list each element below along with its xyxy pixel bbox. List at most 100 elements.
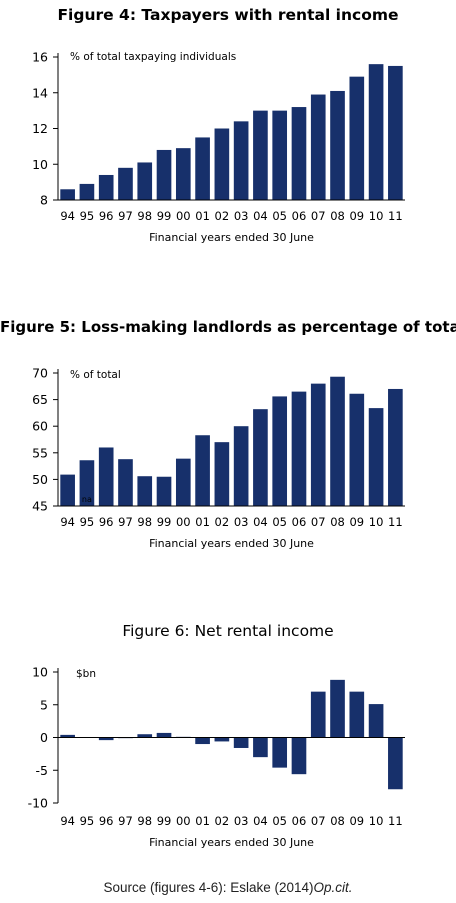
bar-03 [233,737,249,748]
y-tick-label: 0 [40,730,48,745]
x-tick-label: 96 [99,209,114,223]
unit-label: % of total [70,369,121,381]
figure-4-chart: 8 10 12 14 16 94 95 96 97 98 99 00 01 02 03 04 05 06 07 08 0… [32,50,405,244]
x-tick-label: 07 [311,515,326,529]
x-tick-label: 94 [60,814,75,828]
x-tick-label: 97 [118,209,133,223]
source-text: Source (figures 4-6): Eslake (2014) [103,880,314,895]
x-tick-label: 97 [118,515,133,529]
bar-09 [349,76,365,200]
x-tick-label: 06 [292,814,307,828]
bar-02 [214,128,230,200]
x-tick-label: 04 [253,209,268,223]
x-tick-label: 08 [330,209,345,223]
bar-01 [195,137,210,200]
bar-98 [137,476,153,506]
figure-5-title: Figure 5: Loss-making landlords as perce… [0,318,456,336]
x-tick-label: 10 [369,814,384,828]
bar-95 [79,183,95,200]
bar-11 [388,388,403,506]
bar-11 [388,65,403,200]
y-tick-label: 14 [32,85,48,100]
bar-96 [98,174,114,200]
y-tick-label: 50 [32,472,48,487]
x-tick-label: 03 [234,814,249,828]
x-tick-label: 10 [369,515,384,529]
x-tick-label: 96 [99,515,114,529]
bar-06 [291,107,307,200]
x-tick-label: 99 [157,515,172,529]
bar-07 [310,383,326,506]
x-tick-label: 02 [215,515,230,529]
x-tick-label: 97 [118,814,133,828]
bar-06 [291,737,307,775]
figure-5-chart: 45 50 55 60 65 70 94 95 96 97 98 99 00 01 02 03 04 05 06 07… [32,366,405,550]
y-tick-label: 45 [32,499,48,514]
x-tick-label: 07 [311,814,326,828]
bar-98 [137,734,153,738]
x-tick-label: 05 [272,515,287,529]
bar-05 [272,110,288,201]
x-tick-label: 95 [80,814,95,828]
x-tick-label: 99 [157,814,172,828]
x-tick-label: 11 [388,814,403,828]
y-tick-label: 55 [32,445,48,460]
x-tick-label: 08 [330,515,345,529]
bar-04 [253,110,268,201]
bar-02 [214,737,230,742]
x-tick-label: 09 [349,515,364,529]
x-tick-label: 09 [349,209,364,223]
x-tick-label: 95 [80,515,95,529]
figure-4-title: Figure 4: Taxpayers with rental income [57,6,399,24]
bar-02 [214,442,230,506]
y-tick-label: -5 [36,763,48,778]
x-tick-label: 09 [349,814,364,828]
x-tick-label: 01 [195,515,210,529]
x-tick-label: 94 [60,515,75,529]
bar-04 [253,737,268,758]
figure-6-title: Figure 6: Net rental income [122,622,334,640]
bar-99 [156,732,172,738]
bar-97 [118,167,133,200]
x-tick-label: 10 [369,209,384,223]
bar-01 [195,435,210,506]
bar-00 [175,458,191,506]
y-tick-label: 60 [32,419,48,434]
bar-94 [60,474,75,506]
x-tick-label: 03 [234,209,249,223]
bar-01 [195,737,210,745]
x-axis-label: Financial years ended 30 June [149,231,314,244]
x-tick-label: 02 [215,209,230,223]
source-note: Source (figures 4-6): Eslake (2014)Op.ci… [0,880,456,895]
x-tick-label: 05 [272,209,287,223]
x-tick-label: 06 [292,209,307,223]
bar-08 [330,376,345,506]
x-tick-label: 94 [60,209,75,223]
x-tick-label: 07 [311,209,326,223]
y-tick-label: 16 [32,50,48,65]
x-tick-label: 98 [137,814,152,828]
x-tick-label: 06 [292,515,307,529]
x-tick-label: 00 [176,209,191,223]
unit-label: $bn [76,668,96,680]
x-tick-label: 04 [253,814,268,828]
y-tick-label: 12 [32,121,48,136]
bar-99 [156,476,172,506]
x-tick-label: 08 [330,814,345,828]
bar-10 [368,408,384,506]
x-tick-label: 01 [195,814,210,828]
bar-03 [233,426,249,506]
bar-99 [156,149,172,200]
bar-10 [368,64,384,201]
x-tick-label: 98 [137,209,152,223]
x-tick-label: 02 [215,814,230,828]
x-axis-label: Financial years ended 30 June [149,537,314,550]
bar-96 [98,737,114,741]
unit-label: % of total taxpaying individuals [70,51,236,63]
y-tick-label: 10 [32,665,48,680]
bar-07 [310,94,326,200]
x-tick-label: 98 [137,515,152,529]
bar-06 [291,391,307,506]
bar-09 [349,393,365,506]
bar-05 [272,737,288,768]
